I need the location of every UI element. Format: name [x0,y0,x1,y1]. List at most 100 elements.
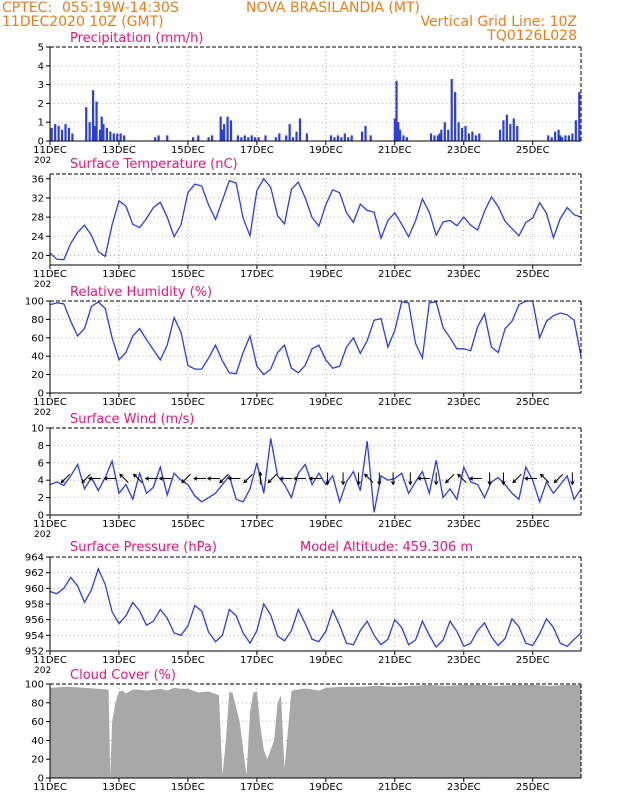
x-tick-label: 25DEC [516,397,550,408]
wind-arrow [60,473,71,484]
y-tick-label: 10 [31,424,44,435]
series-line [49,438,582,513]
x-tick-label: 23DEC [447,782,481,793]
precip-bar [257,137,260,141]
wind-arrow [81,473,91,484]
precip-bar [116,133,119,141]
precip-bar [298,118,302,141]
y-tick-label: 24 [31,232,44,243]
precip-bar [547,135,550,141]
wind-arrowhead [553,479,558,484]
y-tick-label: 40 [31,736,44,747]
wind-arrowhead [144,476,150,481]
year-fragment: 202 [34,156,51,166]
y-tick-label: 964 [25,553,44,564]
wind-arrow [267,473,277,484]
precip-bar [229,120,233,141]
panel-title: Surface Wind (m/s) [70,412,194,427]
series-line [49,566,582,649]
precip-bar [347,137,350,141]
precip-bar [123,135,126,141]
precip-bar [57,125,60,141]
x-tick-label: 21DEC [378,145,412,156]
precip-bar [154,137,157,141]
wind-arrowhead [103,476,108,481]
wind-arrowhead [523,476,529,481]
precip-bar [247,137,250,141]
precip-bar [474,135,477,141]
x-tick-label: 23DEC [447,397,481,408]
model-name: TQ0126L028 [486,28,577,44]
precip-bar [85,107,88,141]
precip-bar [60,129,64,141]
wind-arrowhead [192,476,198,481]
panel-title: Relative Humidity (%) [70,285,212,300]
y-tick-label: 960 [25,584,44,595]
wind-arrowhead [417,476,422,481]
y-tick-label: 0 [38,511,44,522]
precip-bar [498,129,502,141]
precip-bar [369,135,372,141]
panel-4: Surface Wind (m/s) 0 2 4 6 8 10 11DEC 13DEC 15DEC… [31,412,582,540]
precip-bar [329,135,333,141]
y-tick-label: 2 [38,99,44,110]
x-tick-label: 19DEC [309,269,343,280]
wind-arrowhead [377,481,382,486]
precip-bar [243,135,246,141]
y-tick-label: 2 [38,493,44,504]
wind-arrowhead [468,476,474,481]
x-tick-label: 17DEC [240,145,274,156]
x-tick-label: 17DEC [240,397,274,408]
wind-arrowhead [181,479,186,484]
precip-bar [105,127,108,141]
precip-bar [512,118,515,141]
x-tick-label: 13DEC [102,655,136,666]
wind-arrow [364,473,374,484]
y-tick-label: 20 [31,755,44,766]
x-tick-label: 23DEC [447,519,481,530]
wind-arrowhead [501,481,506,486]
precip-bar [578,92,581,141]
y-tick-label: 32 [31,193,44,204]
y-tick-label: 4 [38,476,44,487]
x-tick-label: 23DEC [447,655,481,666]
x-tick-label: 19DEC [309,145,343,156]
precip-bar [119,133,122,141]
wind-arrow [457,473,467,484]
y-tick-label: 1 [38,118,44,129]
x-tick-label: 15DEC [171,397,205,408]
year-fragment: 202 [34,530,51,540]
precip-bar [505,114,508,141]
x-tick-label: 25DEC [516,145,550,156]
panel-title: Precipitation (mm/h) [70,31,203,46]
precip-bar [157,135,160,141]
precip-bar [516,125,519,141]
precip-bar [88,122,91,141]
precip-bar [67,127,71,141]
wind-arrowhead [356,481,361,486]
precip-bar [226,116,229,141]
wind-arrowhead [325,481,330,486]
precip-bar [564,135,567,141]
precip-bar [464,125,467,141]
wind-arrowhead [340,481,346,486]
panel-title: Surface Pressure (hPa) [70,540,217,555]
x-tick-label: 15DEC [171,519,205,530]
x-tick-label: 11DEC [33,269,67,280]
x-tick-label: 21DEC [378,655,412,666]
y-tick-label: 40 [31,352,44,363]
precip-bar [109,131,112,141]
series-line [49,300,582,376]
x-tick-label: 11DEC [33,519,67,530]
x-tick-label: 15DEC [171,782,205,793]
precip-bar [288,124,291,141]
x-tick-label: 21DEC [378,519,412,530]
precip-bar [291,137,295,141]
precip-bar [166,135,169,141]
x-tick-label: 13DEC [102,782,136,793]
y-tick-label: 20 [31,251,44,262]
y-tick-label: 6 [38,458,44,469]
precip-bar [71,133,74,141]
precip-bar [223,124,226,141]
